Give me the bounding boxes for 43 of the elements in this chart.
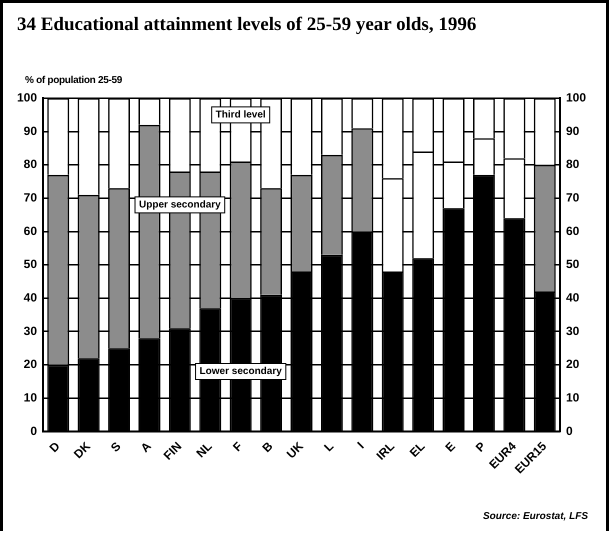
x-tick-label: P — [472, 439, 488, 455]
series-label: Upper secondary — [139, 200, 222, 211]
y-tick-label: 10 — [24, 390, 38, 404]
y2-tick-label: 50 — [566, 257, 580, 272]
x-tick-label: E — [442, 439, 458, 455]
y-tick-label: 50 — [24, 257, 38, 272]
series-label: Third level — [216, 110, 266, 121]
x-tick-label: UK — [284, 438, 306, 462]
y2-tick-label: 100 — [566, 90, 586, 105]
y2-tick-label: 70 — [566, 190, 580, 204]
y-tick-label: 60 — [24, 224, 38, 238]
x-tick-label: FIN — [160, 439, 184, 463]
y-tick-label: 80 — [24, 157, 38, 172]
y-tick-label: 40 — [24, 290, 38, 304]
x-tick-label: L — [321, 439, 336, 454]
y-tick-label: 20 — [24, 357, 38, 372]
y2-tick-label: 20 — [566, 357, 580, 372]
y-tick-label: 90 — [24, 124, 38, 138]
y-axis-title: % of population 25-59 — [25, 75, 122, 86]
y2-tick-label: 90 — [566, 124, 580, 138]
y-tick-label: 70 — [24, 190, 38, 204]
x-tick-label: NL — [194, 439, 215, 460]
x-tick-label: D — [46, 438, 63, 456]
y-tick-label: 30 — [24, 324, 38, 338]
chart-title: 34 Educational attainment levels of 25-59 year olds, 1996 — [17, 13, 478, 36]
y2-tick-label: 40 — [566, 290, 580, 304]
series-label: Lower secondary — [200, 366, 282, 378]
y-tick-label: 0 — [30, 424, 38, 438]
y2-tick-label: 30 — [566, 324, 580, 338]
y2-tick-label: 0 — [566, 424, 573, 438]
x-tick-label: IRL — [374, 439, 398, 463]
x-tick-label: S — [108, 439, 124, 455]
source-note: Source: Eurostat, LFS — [482, 511, 588, 522]
y2-tick-label: 10 — [566, 390, 580, 404]
x-tick-label: A — [138, 438, 154, 456]
x-tick-label: DK — [70, 438, 94, 462]
y2-tick-label: 60 — [566, 224, 580, 238]
x-tick-label: B — [260, 438, 276, 456]
x-tick-label: EL — [406, 439, 428, 460]
x-tick-label: F — [230, 439, 246, 454]
y2-tick-label: 80 — [566, 157, 580, 172]
y-tick-label: 100 — [16, 90, 38, 105]
x-tick-label: I — [354, 439, 367, 452]
